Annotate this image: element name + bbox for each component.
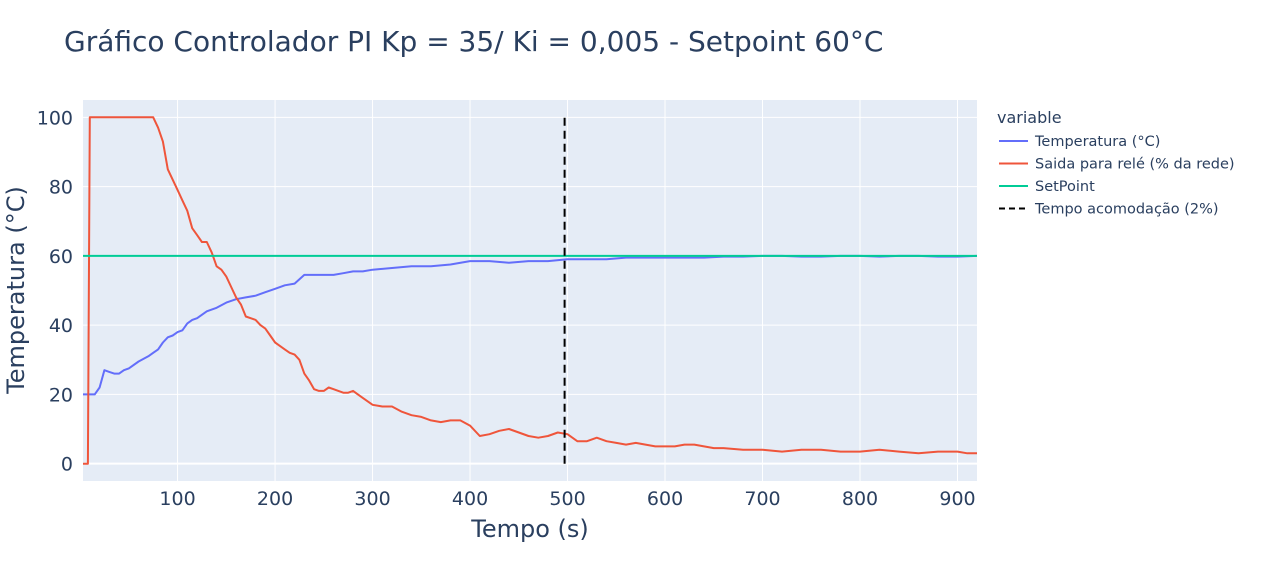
series-line-1 bbox=[83, 116, 977, 465]
legend-label: Tempo acomodação (2%) bbox=[1034, 202, 1219, 218]
y-tick-label: 60 bbox=[49, 246, 73, 268]
x-tick-label: 300 bbox=[354, 488, 390, 510]
x-tick-label: 800 bbox=[842, 488, 878, 510]
y-axis-label: Temperatura (°C) bbox=[2, 186, 30, 395]
x-tick-label: 200 bbox=[257, 488, 293, 510]
x-tick-label: 400 bbox=[452, 488, 488, 510]
legend-item-1[interactable]: Saida para relé (% da rede) bbox=[999, 157, 1235, 173]
legend-label: Temperatura (°C) bbox=[1034, 134, 1160, 150]
x-tick-label: 900 bbox=[939, 488, 975, 510]
y-tick-label: 80 bbox=[49, 177, 73, 199]
x-tick-label: 500 bbox=[549, 488, 585, 510]
legend[interactable]: variable Temperatura (°C) Saida para relé… bbox=[997, 108, 1235, 218]
chart-title: Gráfico Controlador PI Kp = 35/ Ki = 0,0… bbox=[64, 25, 883, 58]
legend-title: variable bbox=[997, 108, 1062, 127]
y-tick-label: 0 bbox=[61, 454, 73, 476]
x-axis-label: Tempo (s) bbox=[470, 515, 589, 543]
tick-labels: 100 200 300 400 500 600 700 800 900 0 20 40 60 80 100 bbox=[37, 107, 976, 510]
y-tick-label: 100 bbox=[37, 107, 73, 129]
x-tick-label: 600 bbox=[647, 488, 683, 510]
legend-item-2[interactable]: SetPoint bbox=[999, 179, 1095, 195]
y-tick-label: 20 bbox=[49, 384, 73, 406]
legend-item-3[interactable]: Tempo acomodação (2%) bbox=[999, 202, 1219, 218]
y-tick-label: 40 bbox=[49, 315, 73, 337]
legend-label: Saida para relé (% da rede) bbox=[1035, 157, 1235, 173]
series-group bbox=[83, 116, 978, 465]
x-tick-label: 700 bbox=[744, 488, 780, 510]
plot-area bbox=[83, 100, 977, 481]
x-tick-label: 100 bbox=[159, 488, 195, 510]
legend-item-0[interactable]: Temperatura (°C) bbox=[999, 134, 1160, 150]
legend-label: SetPoint bbox=[1035, 179, 1095, 195]
